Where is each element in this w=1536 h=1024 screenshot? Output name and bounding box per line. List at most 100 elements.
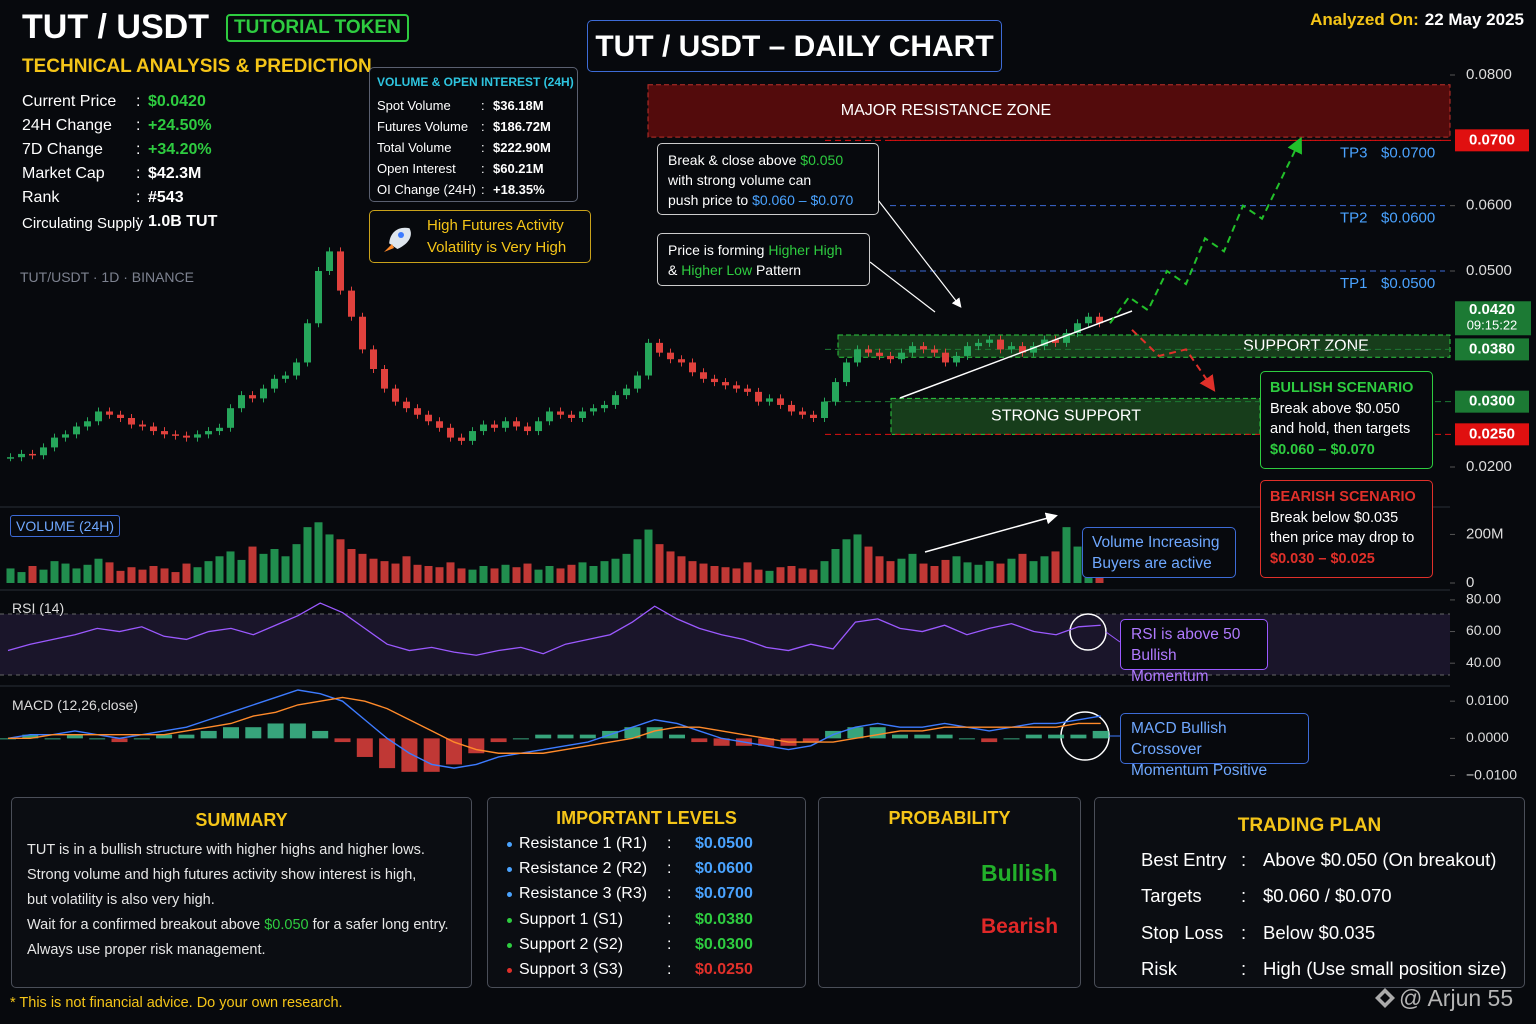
trend-line (899, 310, 1133, 399)
volume-bar (303, 527, 312, 583)
level-value: $0.0300 (695, 935, 753, 953)
candle (854, 349, 861, 363)
candle (689, 362, 696, 373)
bullet (507, 892, 512, 898)
stat-separator: : (136, 141, 141, 158)
candle (546, 411, 553, 422)
volume-bar (28, 566, 37, 583)
volume-bar (193, 567, 202, 583)
bullet (507, 917, 512, 923)
futures-note: High Futures Activity Volatility is Very … (369, 210, 591, 263)
panel-heading: PROBABILITY (888, 808, 1011, 828)
candle (1074, 323, 1081, 334)
volume-bar (611, 558, 620, 583)
volume-bar (864, 546, 873, 583)
text-segment: Always use proper risk management. (27, 942, 266, 958)
volume-bar (545, 566, 554, 583)
macd-histogram-bar (892, 734, 908, 739)
stat-label: Market Cap (22, 165, 105, 182)
zone-label: MAJOR RESISTANCE ZONE (841, 102, 1051, 119)
candle (832, 382, 839, 402)
macd-histogram-bar (535, 734, 552, 739)
bullet (507, 968, 512, 973)
volume-bar (556, 568, 565, 583)
text-segment: TUT is in a bullish structure with highe… (27, 842, 425, 858)
candle (645, 342, 652, 376)
volume-bar (1062, 527, 1071, 583)
macd-histogram-bar (423, 738, 440, 772)
chart-title: TUT / USDT – DAILY CHART (595, 30, 994, 63)
volume-bar (281, 556, 290, 583)
plan-separator: : (1241, 957, 1247, 979)
volume-row-value: +18.35% (493, 182, 545, 197)
note-line: RSI is above 50 (1131, 626, 1241, 643)
text-line: Wait for a confirmed breakout above $0.0… (27, 913, 449, 938)
current-price-time: 09:15:22 (1467, 318, 1518, 333)
stat-separator: : (136, 117, 141, 134)
volume-bar (402, 556, 411, 583)
text-line: Price is forming Higher High (668, 240, 859, 260)
candle (73, 426, 80, 435)
note-box: MACD Bullish Crossover Momentum Positive (1120, 713, 1309, 779)
macd-histogram-bar (200, 730, 217, 739)
macd-histogram-bar (178, 734, 195, 739)
text-segment: Price is forming (668, 242, 769, 258)
disclaimer: * This is not financial advice. Do your … (10, 995, 343, 1011)
candle (150, 426, 157, 432)
candle (810, 414, 817, 418)
candle (117, 414, 124, 418)
macd-histogram-bar (936, 734, 953, 739)
volume-bar (1007, 558, 1016, 583)
candle (843, 362, 850, 383)
level-value: $0.0700 (695, 885, 753, 903)
macd-histogram-bar (869, 727, 886, 739)
candle (491, 424, 498, 428)
candle (579, 411, 586, 418)
macd-histogram-bar (89, 738, 106, 740)
rsi-line (7, 602, 1101, 656)
plan-value: Below $0.035 (1263, 921, 1376, 943)
volume-bar (655, 544, 664, 583)
bullish-projection (1109, 136, 1302, 324)
volume-bar (468, 569, 477, 583)
stat-label: 7D Change (22, 141, 103, 158)
target-name: TP2 (1340, 210, 1368, 227)
candle (942, 352, 949, 363)
level-separator: : (667, 935, 672, 953)
candle (524, 426, 531, 432)
volume-bar (996, 563, 1005, 583)
pair-title: TUT / USDT (22, 8, 209, 46)
text-segment: Break & close above (668, 152, 801, 168)
candle (62, 434, 69, 438)
volume-bar (875, 556, 884, 583)
volume-bar (171, 572, 180, 583)
text-segment: Higher High (768, 242, 843, 258)
macd-histogram-bar (223, 727, 239, 739)
text-line: $0.030 – $0.025 (1270, 549, 1423, 570)
volume-row-separator: : (481, 140, 485, 155)
price-tag-label: 0.0380 (1469, 340, 1515, 357)
macd-histogram-bar (111, 738, 128, 743)
volume-bar (39, 569, 48, 583)
levels-panel: IMPORTANT LEVELS Resistance 1 (R1): $0.050… (487, 797, 806, 988)
volume-row-label: Futures Volume (377, 119, 469, 134)
candle (458, 437, 465, 441)
volume-bar (600, 561, 609, 583)
text-line: but volatility is also very high. (27, 888, 449, 913)
volume-bar (127, 567, 136, 583)
text-segment: then price may drop to (1270, 530, 1415, 546)
macd-histogram-bar (1070, 734, 1087, 739)
volume-bar (952, 556, 961, 583)
text-segment: Pattern (752, 262, 802, 278)
volume-bar (523, 563, 532, 583)
plan-value: High (Use small position size) (1263, 957, 1507, 979)
volume-bar (919, 563, 928, 583)
plan-value: $0.060 / $0.070 (1263, 885, 1392, 907)
macd-histogram-bar (958, 738, 975, 740)
target-name: TP3 (1340, 144, 1368, 161)
text-line: Break below $0.035 (1270, 508, 1423, 529)
volume-bar (644, 529, 653, 583)
candle (359, 316, 366, 350)
